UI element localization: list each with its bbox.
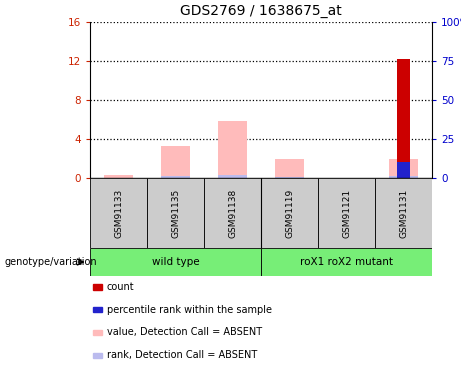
Bar [218,122,247,178]
Bar [104,175,133,178]
Text: count: count [107,282,135,292]
Bar [397,162,410,178]
Text: GSM91119: GSM91119 [285,188,294,238]
Text: GSM91131: GSM91131 [399,188,408,238]
Bar [94,352,101,358]
Text: value, Detection Call = ABSENT: value, Detection Call = ABSENT [107,327,262,338]
Bar [161,176,190,178]
Bar [275,159,304,178]
Bar [261,178,318,248]
Bar [261,248,432,276]
Bar [90,248,261,276]
Bar [204,178,261,248]
Text: roX1 roX2 mutant: roX1 roX2 mutant [300,257,393,267]
Text: GSM91138: GSM91138 [228,188,237,238]
Bar [147,178,204,248]
Text: genotype/variation: genotype/variation [5,257,97,267]
Bar [389,159,418,178]
Bar [90,178,147,248]
Title: GDS2769 / 1638675_at: GDS2769 / 1638675_at [180,4,342,18]
Bar [94,284,101,290]
Text: GSM91121: GSM91121 [342,188,351,238]
Bar [332,177,361,178]
Text: percentile rank within the sample: percentile rank within the sample [107,304,272,315]
Bar [375,178,432,248]
Bar [104,177,133,178]
Bar [275,177,304,178]
Bar [397,59,410,178]
Text: GSM91135: GSM91135 [171,188,180,238]
Bar [94,307,101,312]
Bar [218,175,247,178]
Bar [318,178,375,248]
Bar [94,330,101,335]
Text: GSM91133: GSM91133 [114,188,123,238]
Text: wild type: wild type [152,257,199,267]
Bar [389,176,418,178]
Text: rank, Detection Call = ABSENT: rank, Detection Call = ABSENT [107,350,257,360]
Bar [161,146,190,178]
